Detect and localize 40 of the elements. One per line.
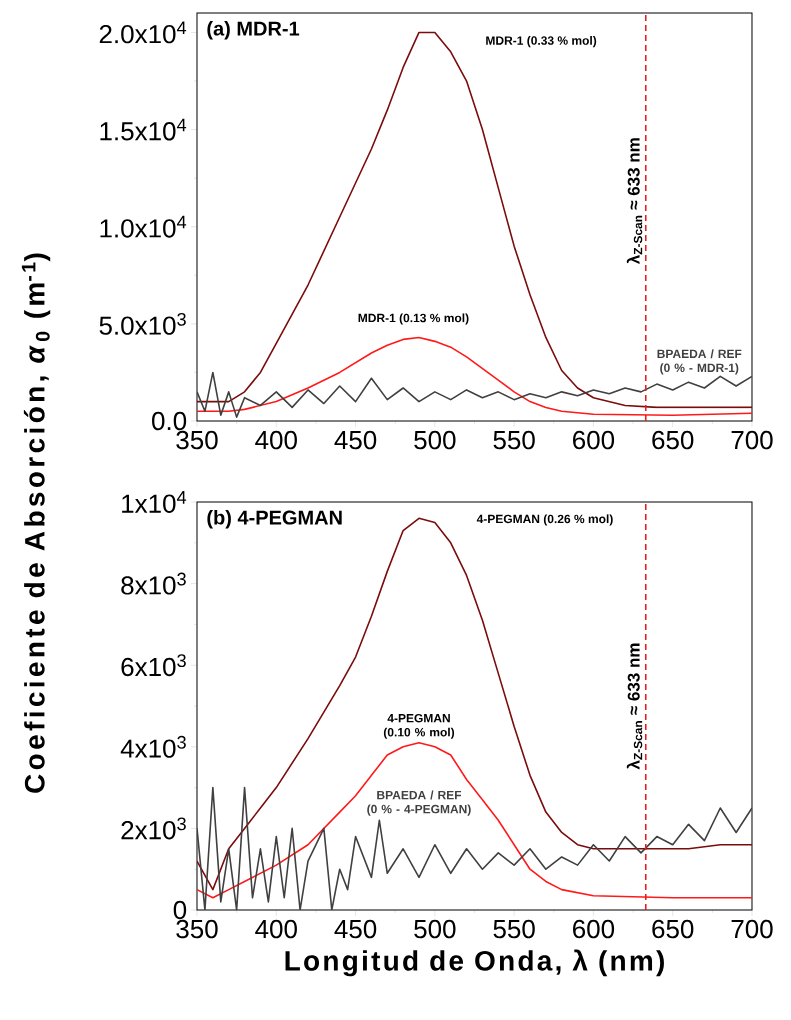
x-tick-label: 700 bbox=[731, 919, 773, 939]
x-tick-label: 600 bbox=[573, 430, 615, 450]
x-tick-label: 600 bbox=[573, 919, 615, 939]
series-label: BPAEDA / REF (0 % - 4-PEGMAN) bbox=[367, 790, 471, 816]
x-tick-label: 500 bbox=[414, 919, 456, 939]
x-axis-title: Longitud de Onda, λ (nm) bbox=[285, 949, 664, 977]
y-tick-label: 1x10$^{4}$ bbox=[122, 491, 187, 513]
series-label: BPAEDA / REF (0 % - MDR-1) bbox=[657, 349, 742, 375]
ref-line-label: λ$_{Z-Scan}$ ≈ 633 nm bbox=[626, 138, 643, 265]
y-tick-label: 0 bbox=[173, 900, 187, 920]
text: 4-PEGMAN (0.26 % mol) bbox=[476, 514, 613, 526]
text: MDR-1 (0.33 % mol) bbox=[486, 35, 597, 48]
series-label: MDR-1 (0.13 % mol) bbox=[358, 313, 469, 325]
x-tick-label: 350 bbox=[176, 430, 218, 450]
y-tick-label: 1.0x10$^{4}$ bbox=[100, 215, 187, 238]
x-tick-label: 400 bbox=[255, 919, 297, 939]
x-tick-label: 550 bbox=[493, 430, 535, 450]
y-tick-label: 8x10$^{3}$ bbox=[121, 572, 186, 595]
y-tick-label: 5.0x10$^{3}$ bbox=[99, 312, 186, 335]
y-tick-label: 4x10$^{3}$ bbox=[120, 735, 186, 758]
x-tick-label: 450 bbox=[334, 430, 377, 450]
ref-line-label: λ$_{Z-Scan}$ ≈ 633 nm bbox=[626, 643, 643, 770]
x-tick-label: 650 bbox=[652, 430, 694, 450]
y-tick-label: 2x10$^{3}$ bbox=[121, 817, 186, 840]
y-tick-label: 0.0 bbox=[152, 411, 187, 431]
x-tick-label: 400 bbox=[255, 430, 297, 450]
chart-title: (b) 4-PEGMAN bbox=[207, 509, 342, 529]
x-tick-label: 500 bbox=[414, 430, 456, 450]
y-tick-label: 1.5x10$^{4}$ bbox=[100, 118, 187, 141]
x-tick-label: 650 bbox=[652, 919, 694, 939]
y-tick-label: 2.0x10$^{4}$ bbox=[99, 21, 187, 44]
x-tick-label: 700 bbox=[731, 430, 773, 450]
y-axis-title: Coeficiente de Absorción, α$_{0}$ (m$^{-1}$) bbox=[21, 253, 51, 793]
chart-title: (a) MDR-1 bbox=[207, 20, 300, 40]
line-series bbox=[197, 786, 752, 911]
x-tick-label: 350 bbox=[176, 919, 218, 939]
series-label: 4-PEGMAN (0.10 % mol) bbox=[383, 713, 455, 739]
x-tick-label: 550 bbox=[493, 919, 535, 939]
x-tick-label: 450 bbox=[334, 919, 377, 939]
y-tick-label: 6x10$^{3}$ bbox=[121, 654, 186, 677]
